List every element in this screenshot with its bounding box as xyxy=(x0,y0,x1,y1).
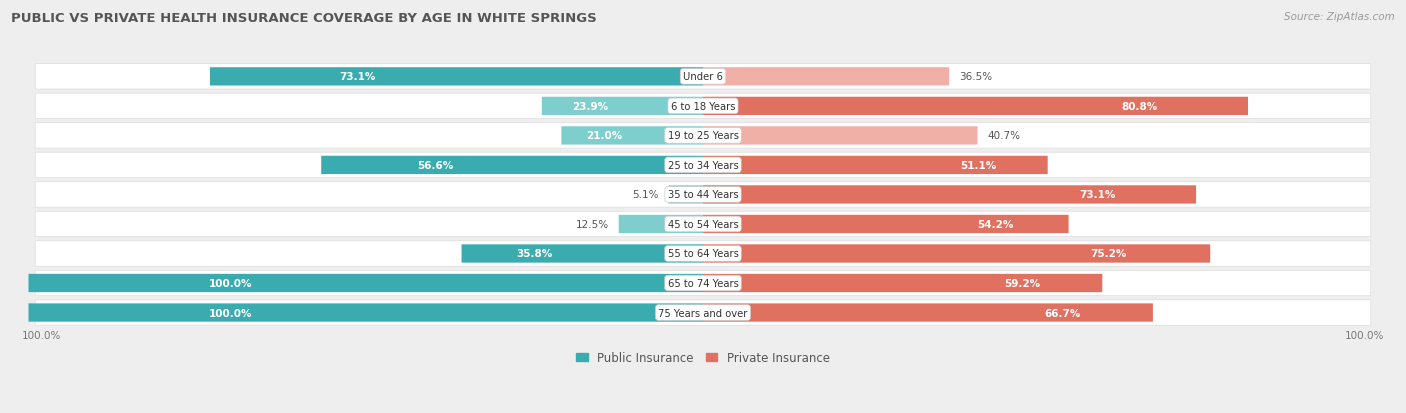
Text: 56.6%: 56.6% xyxy=(418,161,454,171)
Text: 21.0%: 21.0% xyxy=(586,131,621,141)
Text: 54.2%: 54.2% xyxy=(977,219,1014,229)
FancyBboxPatch shape xyxy=(669,186,703,204)
Text: 36.5%: 36.5% xyxy=(959,72,993,82)
FancyBboxPatch shape xyxy=(541,97,703,116)
Text: 100.0%: 100.0% xyxy=(1346,330,1385,340)
FancyBboxPatch shape xyxy=(28,274,703,292)
FancyBboxPatch shape xyxy=(703,186,1197,204)
FancyBboxPatch shape xyxy=(35,64,1371,90)
Text: 6 to 18 Years: 6 to 18 Years xyxy=(671,102,735,112)
FancyBboxPatch shape xyxy=(619,215,703,233)
FancyBboxPatch shape xyxy=(461,245,703,263)
FancyBboxPatch shape xyxy=(35,300,1371,325)
Text: 23.9%: 23.9% xyxy=(572,102,609,112)
Text: 66.7%: 66.7% xyxy=(1045,308,1081,318)
FancyBboxPatch shape xyxy=(703,127,977,145)
FancyBboxPatch shape xyxy=(35,153,1371,178)
Text: 73.1%: 73.1% xyxy=(1080,190,1115,200)
Text: 75 Years and over: 75 Years and over xyxy=(658,308,748,318)
FancyBboxPatch shape xyxy=(35,123,1371,149)
Text: 73.1%: 73.1% xyxy=(340,72,375,82)
FancyBboxPatch shape xyxy=(703,304,1153,322)
FancyBboxPatch shape xyxy=(703,68,949,86)
FancyBboxPatch shape xyxy=(703,215,1069,233)
Text: 35.8%: 35.8% xyxy=(516,249,553,259)
Text: 100.0%: 100.0% xyxy=(21,330,60,340)
Text: 19 to 25 Years: 19 to 25 Years xyxy=(668,131,738,141)
Text: 100.0%: 100.0% xyxy=(209,308,253,318)
FancyBboxPatch shape xyxy=(35,182,1371,208)
Text: 59.2%: 59.2% xyxy=(1004,278,1040,288)
FancyBboxPatch shape xyxy=(209,68,703,86)
Legend: Public Insurance, Private Insurance: Public Insurance, Private Insurance xyxy=(571,347,835,369)
Text: PUBLIC VS PRIVATE HEALTH INSURANCE COVERAGE BY AGE IN WHITE SPRINGS: PUBLIC VS PRIVATE HEALTH INSURANCE COVER… xyxy=(11,12,598,25)
FancyBboxPatch shape xyxy=(561,127,703,145)
FancyBboxPatch shape xyxy=(35,212,1371,237)
FancyBboxPatch shape xyxy=(35,241,1371,266)
Text: 25 to 34 Years: 25 to 34 Years xyxy=(668,161,738,171)
Text: 75.2%: 75.2% xyxy=(1091,249,1128,259)
Text: 80.8%: 80.8% xyxy=(1121,102,1157,112)
Text: 65 to 74 Years: 65 to 74 Years xyxy=(668,278,738,288)
Text: Source: ZipAtlas.com: Source: ZipAtlas.com xyxy=(1284,12,1395,22)
Text: Under 6: Under 6 xyxy=(683,72,723,82)
Text: 51.1%: 51.1% xyxy=(960,161,997,171)
Text: 45 to 54 Years: 45 to 54 Years xyxy=(668,219,738,229)
Text: 100.0%: 100.0% xyxy=(209,278,253,288)
FancyBboxPatch shape xyxy=(321,157,703,175)
Text: 35 to 44 Years: 35 to 44 Years xyxy=(668,190,738,200)
FancyBboxPatch shape xyxy=(703,274,1102,292)
FancyBboxPatch shape xyxy=(703,245,1211,263)
FancyBboxPatch shape xyxy=(35,271,1371,296)
Text: 5.1%: 5.1% xyxy=(631,190,658,200)
Text: 55 to 64 Years: 55 to 64 Years xyxy=(668,249,738,259)
Text: 12.5%: 12.5% xyxy=(575,219,609,229)
FancyBboxPatch shape xyxy=(703,97,1249,116)
Text: 40.7%: 40.7% xyxy=(987,131,1021,141)
FancyBboxPatch shape xyxy=(28,304,703,322)
FancyBboxPatch shape xyxy=(35,94,1371,119)
FancyBboxPatch shape xyxy=(703,157,1047,175)
